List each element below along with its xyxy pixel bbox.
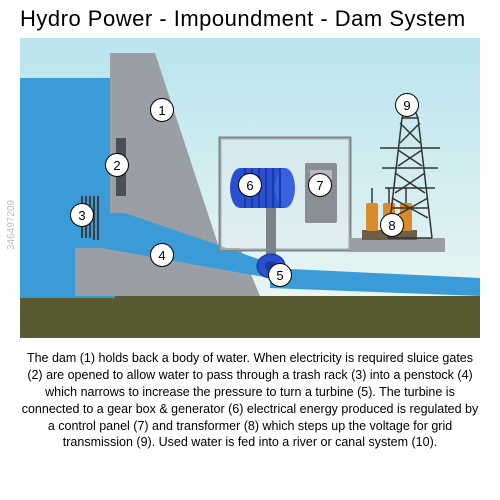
callout-7: 7 — [308, 173, 332, 197]
page-title: Hydro Power - Impoundment - Dam System — [20, 6, 466, 32]
caption-text: The dam (1) holds back a body of water. … — [18, 350, 482, 451]
callout-4: 4 — [150, 243, 174, 267]
ground — [20, 296, 480, 338]
callout-8: 8 — [380, 213, 404, 237]
hydro-diagram: 1 2 3 4 5 6 7 8 9 — [20, 38, 480, 338]
callout-1: 1 — [150, 98, 174, 122]
callout-3: 3 — [70, 203, 94, 227]
platform — [350, 238, 445, 252]
callout-9: 9 — [395, 93, 419, 117]
callout-6: 6 — [238, 173, 262, 197]
callout-5: 5 — [268, 263, 292, 287]
watermark: 346497209 — [6, 200, 17, 250]
callout-2: 2 — [105, 153, 129, 177]
